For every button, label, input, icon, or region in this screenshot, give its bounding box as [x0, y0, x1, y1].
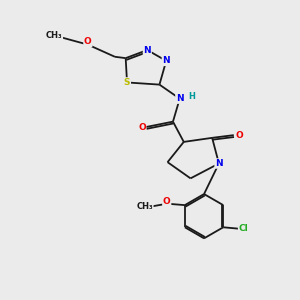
Text: Cl: Cl — [238, 224, 248, 233]
Text: N: N — [162, 56, 170, 65]
Text: CH₃: CH₃ — [136, 202, 153, 211]
Text: O: O — [163, 196, 171, 206]
Text: O: O — [84, 38, 92, 46]
Text: H: H — [188, 92, 195, 101]
Text: N: N — [215, 159, 223, 168]
Text: N: N — [176, 94, 184, 103]
Text: CH₃: CH₃ — [46, 31, 62, 40]
Text: O: O — [235, 130, 243, 140]
Text: S: S — [124, 78, 130, 87]
Text: N: N — [143, 46, 151, 55]
Text: O: O — [138, 122, 146, 131]
